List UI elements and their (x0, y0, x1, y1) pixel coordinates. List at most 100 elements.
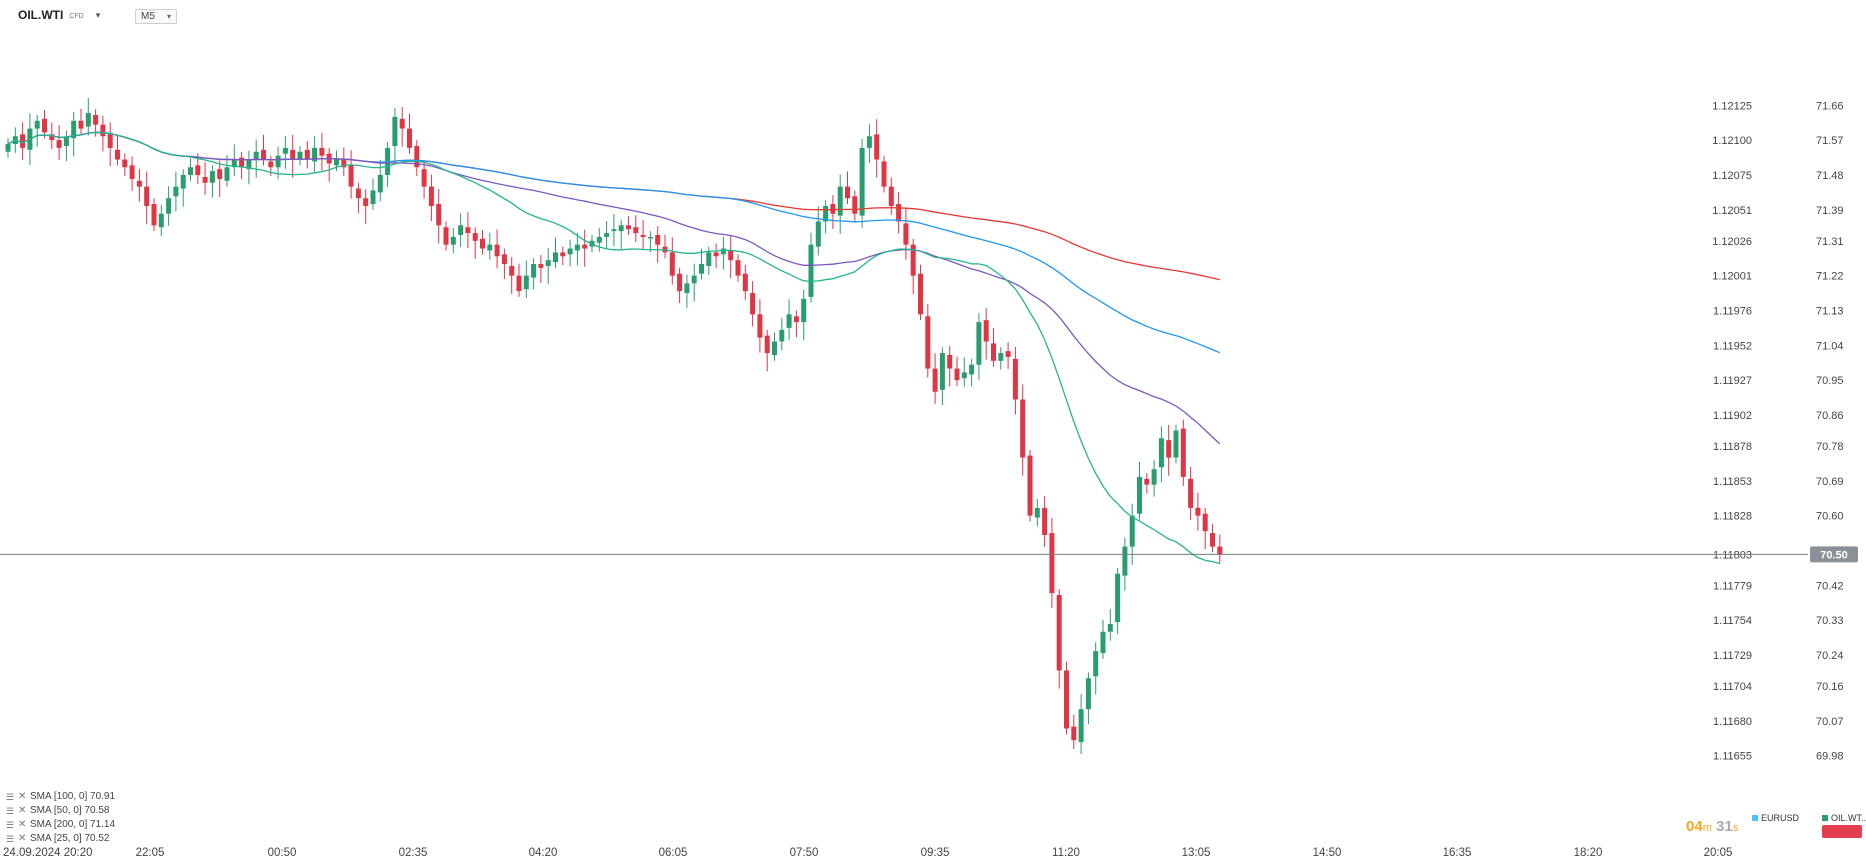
candle-body (647, 236, 653, 239)
indicator-item[interactable]: ☰ ✕ SMA [25, 0] 70.52 (6, 832, 115, 846)
candle-body (830, 204, 836, 214)
price-axis-label: 70.07 (1816, 716, 1844, 728)
price-axis-label: 71.13 (1816, 305, 1844, 317)
candle-body (1180, 428, 1186, 477)
time-axis-label: 18:20 (1574, 847, 1603, 859)
menu-icon[interactable]: ☰ (6, 820, 15, 830)
candle-body (63, 136, 69, 146)
indicator-item[interactable]: ☰ ✕ SMA [100, 0] 70.91 (6, 790, 115, 804)
candle-body (158, 213, 164, 228)
candle-body (1195, 507, 1201, 516)
close-icon[interactable]: ✕ (18, 791, 27, 802)
candle-body (947, 355, 953, 369)
timeframe-value: M5 (141, 11, 155, 22)
candle-body (881, 161, 887, 187)
candle-body (859, 147, 865, 216)
secondary-axis-label: 1.11976 (1713, 305, 1752, 317)
candle-body (407, 128, 412, 148)
legend-eurusd[interactable]: EURUSD (1752, 813, 1799, 823)
candle-body (808, 244, 814, 297)
candle-body (538, 264, 544, 268)
candle-body (246, 159, 252, 170)
axes-layer: 71.66 1.12125 71.57 1.12100 71.48 1.12075 71.3… (0, 100, 1858, 859)
candle-body (144, 186, 150, 206)
chevron-down-icon: ▾ (166, 12, 171, 21)
sma-25-line (7, 131, 1220, 565)
candle-body (370, 190, 376, 205)
candle-body (720, 248, 726, 255)
candle-body (772, 341, 777, 355)
candle-body (910, 244, 916, 276)
candle-body (1005, 351, 1011, 357)
candle-body (866, 136, 872, 148)
menu-icon[interactable]: ☰ (6, 792, 15, 802)
candle-body (793, 316, 799, 323)
indicator-item[interactable]: ☰ ✕ SMA [50, 0] 70.58 (6, 804, 115, 818)
candle-body (341, 159, 347, 168)
candle-body (991, 343, 996, 361)
price-axis-label: 71.04 (1816, 340, 1844, 352)
candle-body (224, 167, 230, 181)
price-axis-label: 69.98 (1816, 751, 1844, 763)
candles-layer (5, 97, 1223, 755)
candle-body (166, 198, 172, 214)
candle-body (188, 167, 193, 175)
candle-body (523, 275, 529, 290)
secondary-axis-label: 1.11927 (1713, 375, 1752, 387)
candle-body (1012, 358, 1018, 400)
candle-body (129, 165, 135, 179)
timeframe-select[interactable]: M5 ▾ (135, 9, 177, 24)
secondary-axis-label: 1.12125 (1712, 100, 1752, 112)
menu-icon[interactable]: ☰ (6, 806, 15, 816)
chevron-down-icon[interactable]: ▾ (95, 9, 101, 20)
candle-body (85, 113, 91, 127)
candle-body (414, 145, 420, 168)
time-axis-label: 07:50 (790, 847, 819, 859)
candle-body (261, 149, 266, 160)
candle-body (728, 250, 734, 261)
secondary-axis-label: 1.12026 (1712, 236, 1752, 248)
candle-body (560, 252, 566, 257)
candle-body (377, 175, 383, 193)
candle-body (195, 165, 201, 175)
candle-body (699, 264, 704, 274)
close-icon[interactable]: ✕ (18, 833, 27, 844)
secondary-axis-label: 1.11680 (1713, 716, 1752, 728)
candle-body (173, 186, 179, 197)
candle-body (78, 120, 84, 129)
time-axis-label: 13:05 (1182, 847, 1211, 859)
candle-body (363, 198, 369, 206)
menu-icon[interactable]: ☰ (6, 834, 15, 844)
time-axis-label: 16:35 (1443, 847, 1472, 859)
candle-body (567, 248, 573, 255)
candle-body (282, 147, 288, 154)
candle-body (239, 157, 245, 168)
countdown-seconds: 31 (1716, 818, 1733, 835)
close-icon[interactable]: ✕ (18, 819, 27, 830)
indicator-item[interactable]: ☰ ✕ SMA [200, 0] 71.14 (6, 818, 115, 832)
legend-oil[interactable]: OIL.WT.. (1822, 813, 1866, 823)
candle-body (779, 329, 785, 342)
candle-body (786, 314, 792, 328)
candle-body (1158, 438, 1164, 468)
candle-body (443, 227, 449, 245)
candle-body (691, 275, 697, 284)
symbol-name: OIL.WTI (18, 8, 64, 22)
legend-swatch (1822, 815, 1828, 821)
candle-body (421, 169, 427, 187)
price-axis-label: 71.66 (1816, 100, 1844, 112)
candle-body (399, 118, 405, 129)
candle-body (896, 204, 902, 222)
time-axis-label: 11:20 (1052, 847, 1080, 859)
close-icon[interactable]: ✕ (18, 805, 27, 816)
candle-body (582, 244, 588, 249)
candle-body (93, 115, 99, 125)
secondary-axis-label: 1.11902 (1713, 410, 1752, 422)
candle-body (275, 155, 281, 168)
price-axis-label: 70.86 (1816, 410, 1844, 422)
candle-body (1049, 533, 1055, 594)
symbol-selector[interactable]: OIL.WTI CFD ▾ (18, 8, 100, 22)
legend-swatch (1752, 815, 1758, 821)
candle-body (436, 204, 442, 226)
